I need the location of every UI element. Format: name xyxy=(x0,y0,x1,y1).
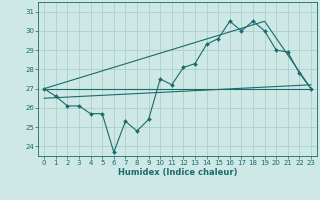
X-axis label: Humidex (Indice chaleur): Humidex (Indice chaleur) xyxy=(118,168,237,177)
